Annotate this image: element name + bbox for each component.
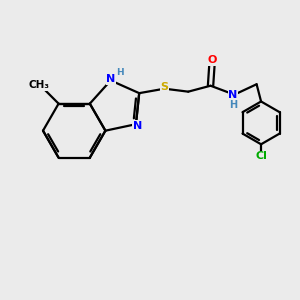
Text: N: N (106, 74, 115, 84)
Text: S: S (160, 82, 169, 92)
Text: H: H (116, 68, 123, 76)
Text: O: O (207, 56, 217, 65)
Text: Cl: Cl (255, 151, 267, 161)
Text: N: N (133, 121, 142, 131)
Text: H: H (229, 100, 237, 110)
Text: CH₃: CH₃ (29, 80, 50, 90)
Text: N: N (228, 90, 238, 100)
